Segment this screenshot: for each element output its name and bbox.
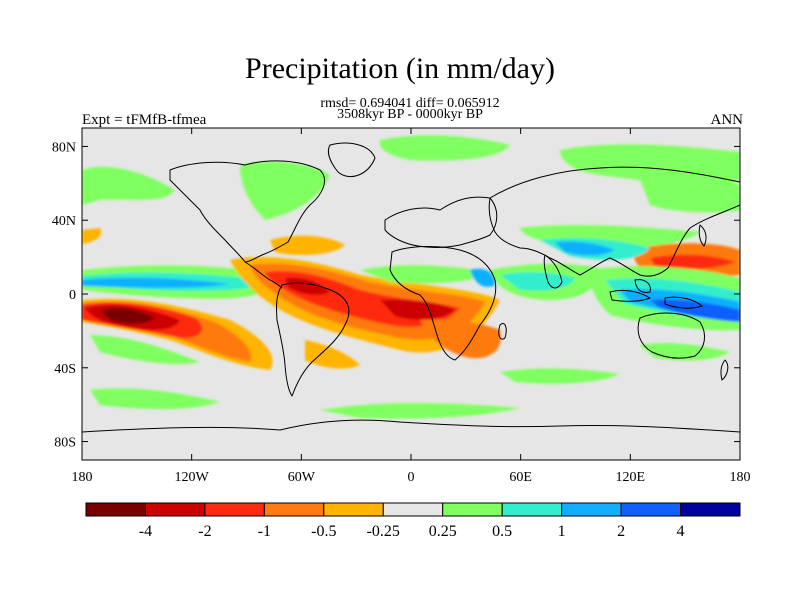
colorbar-label: -4 <box>139 523 152 540</box>
season-label: ANN <box>710 112 744 128</box>
anomaly-s-africa-negative <box>420 319 501 359</box>
colorbar-label: -2 <box>198 523 211 540</box>
anomaly-arctic-positive-2 <box>379 135 510 161</box>
colorbar-swatch <box>680 502 741 517</box>
lon-tick-label: 120W <box>175 470 210 485</box>
colorbar-swatch <box>620 502 682 517</box>
colorbar-swatch <box>323 502 384 517</box>
lon-ticks: 180 120W 60W 0 60E 120E 180 <box>72 128 751 485</box>
coast-south-america <box>276 282 350 397</box>
colorbar-swatch <box>382 502 444 517</box>
anomaly-w-pacific-core <box>650 299 740 322</box>
coast-africa <box>389 245 497 361</box>
lat-tick-label: 80S <box>54 436 76 451</box>
coast-new-guinea <box>664 296 703 309</box>
anomaly-canada-positive <box>240 161 330 220</box>
colorbar-label: 0.25 <box>429 523 457 540</box>
lat-tick-label: 80N <box>52 140 76 155</box>
experiment-label: Expt = tFMfB-tfmea <box>82 112 207 128</box>
rmsd-diff-text: rmsd= 0.694041 diff= 0.065912 <box>320 96 500 111</box>
anomaly-east-africa-positive <box>470 268 495 287</box>
colorbar-label: 4 <box>677 523 685 540</box>
colorbar-swatch <box>204 502 265 517</box>
coast-madagascar <box>498 323 507 340</box>
anomaly-pacific-north-negative <box>82 228 102 244</box>
anomaly-sahel-positive <box>360 265 490 284</box>
colorbar-label: -0.25 <box>367 523 400 540</box>
anomaly-asia-negative-2 <box>650 254 735 269</box>
coast-europe <box>384 196 498 248</box>
colorbar-swatch <box>263 502 325 517</box>
anomaly-s-america-negative <box>305 340 360 369</box>
anomaly-caribbean-core <box>285 277 330 295</box>
lon-tick-label: 0 <box>408 470 415 485</box>
anomaly-so-band-positive-2 <box>500 368 620 384</box>
precip-anomaly-field <box>82 135 740 419</box>
anomaly-eq-pacific-strong <box>82 277 230 288</box>
anomaly-atlantic-core <box>380 299 455 320</box>
lat-tick-label: 40N <box>52 214 76 229</box>
lon-tick-label: 180 <box>72 470 93 485</box>
coastlines <box>82 142 740 433</box>
colorbar-swatch <box>442 502 503 517</box>
anomaly-indian-positive-2 <box>500 272 575 291</box>
colorbar-label: 2 <box>617 523 625 540</box>
coast-central-america <box>244 261 283 289</box>
colorbar-swatch <box>561 502 622 517</box>
coast-japan <box>698 224 707 247</box>
coast-australia <box>637 312 706 359</box>
anomaly-s-pacific-positive <box>90 335 200 365</box>
colorbar-swatch <box>85 502 146 517</box>
colorbar-label: -1 <box>258 523 271 540</box>
lon-tick-label: 120E <box>616 470 646 485</box>
coast-indonesia <box>609 289 651 302</box>
anomaly-s-asia-positive-3 <box>555 241 615 256</box>
anomaly-spcz-max <box>100 307 155 324</box>
colorbar: -4 -2 -1 -0.5 -0.25 0.25 0.5 1 2 4 <box>85 502 741 540</box>
lat-tick-label: 40S <box>54 362 76 377</box>
anomaly-so-band-positive <box>320 403 520 419</box>
colorbar-label: 1 <box>558 523 566 540</box>
lat-ticks: 80N 40N 0 40S 80S <box>52 140 740 451</box>
lat-tick-label: 0 <box>69 288 76 303</box>
colorbar-label: -0.5 <box>311 523 336 540</box>
lon-tick-label: 180 <box>730 470 751 485</box>
coast-north-america <box>169 160 325 263</box>
lon-tick-label: 60W <box>288 470 316 485</box>
anomaly-nw-pacific-positive <box>640 174 740 213</box>
coast-borneo <box>634 279 651 293</box>
coast-greenland <box>327 142 376 177</box>
colorbar-label: 0.5 <box>492 523 512 540</box>
anomaly-s-ocean-positive <box>90 388 220 410</box>
chart-title: Precipitation (in mm/day) <box>245 52 555 85</box>
coast-india <box>543 254 563 289</box>
lon-tick-label: 60E <box>509 470 532 485</box>
coast-new-zealand <box>720 359 729 381</box>
coast-asia <box>488 166 740 277</box>
period-text: 3508kyr BP - 0000kyr BP <box>337 107 483 122</box>
colorbar-swatch <box>144 502 206 517</box>
coast-antarctica <box>82 419 740 433</box>
colorbar-swatch <box>501 502 563 517</box>
anomaly-arctic-positive <box>82 166 175 205</box>
anomaly-siberia-positive <box>560 144 740 185</box>
